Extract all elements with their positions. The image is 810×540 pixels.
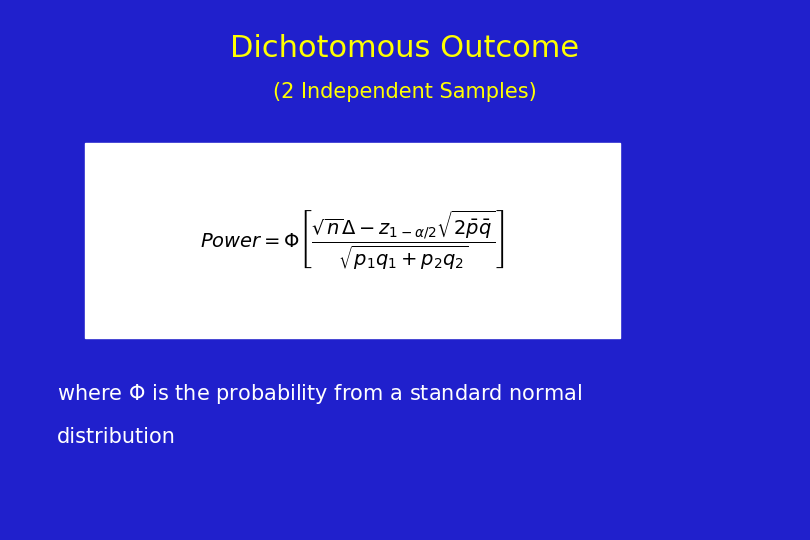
Text: distribution: distribution [57, 427, 176, 448]
Text: (2 Independent Samples): (2 Independent Samples) [273, 82, 537, 102]
Text: $\mathit{Power} = \Phi\left[\dfrac{\sqrt{n}\Delta - z_{1-\alpha/2}\sqrt{2\bar{p}: $\mathit{Power} = \Phi\left[\dfrac{\sqrt… [200, 208, 505, 272]
Text: where $\Phi$ is the probability from a standard normal: where $\Phi$ is the probability from a s… [57, 382, 582, 406]
Text: Dichotomous Outcome: Dichotomous Outcome [230, 34, 580, 63]
FancyBboxPatch shape [85, 143, 620, 338]
